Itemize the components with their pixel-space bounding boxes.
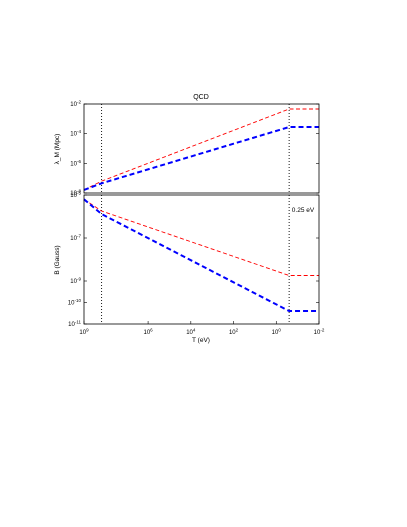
top-panel-frame	[83, 103, 320, 194]
y-tick-label: 10-4	[70, 129, 81, 138]
x-tick-label: 102	[229, 328, 239, 337]
top-panel-y-axis-label: λ_M (Mpc)	[54, 134, 61, 165]
annotation-0-25-ev: 0.25 eV	[292, 207, 315, 214]
y-tick-label: 10-11	[68, 320, 81, 329]
y-tick-label: 10-7	[70, 234, 81, 243]
y-tick-label: 10-2	[70, 100, 81, 109]
series-line-0	[83, 198, 319, 276]
top-panel: QCD 10-2 10-4 10-6 10-8 λ_M (Mpc)	[54, 94, 320, 198]
y-tick-label: 10-6	[70, 159, 81, 168]
y-tick-label: 10-5	[70, 191, 81, 200]
bottom-panel-guides	[101, 195, 290, 324]
y-tick-label: 10-9	[70, 277, 81, 286]
series-line-1	[83, 126, 319, 191]
x-tick-label: 106	[143, 328, 153, 337]
x-tick-label: 104	[186, 328, 196, 337]
bottom-panel-frame	[83, 194, 320, 325]
bottom-panel-y-axis-label: B (Gauss)	[54, 245, 61, 274]
x-tick-label: 10-2	[314, 328, 325, 337]
y-tick-label: 10-10	[68, 298, 82, 307]
series-line-0	[83, 108, 319, 191]
bottom-panel-y-ticks: 10-5 10-7 10-9 10-10 10-11	[68, 191, 319, 329]
x-tick-label: 100	[272, 328, 282, 337]
top-panel-series	[83, 108, 319, 191]
x-tick-label: 109	[79, 328, 89, 337]
series-line-1	[83, 198, 319, 313]
y-tick-label: 10-8	[70, 189, 81, 198]
chart-title: QCD	[193, 94, 209, 101]
x-axis-label: T (eV)	[192, 337, 210, 344]
bottom-panel-series	[83, 198, 319, 313]
